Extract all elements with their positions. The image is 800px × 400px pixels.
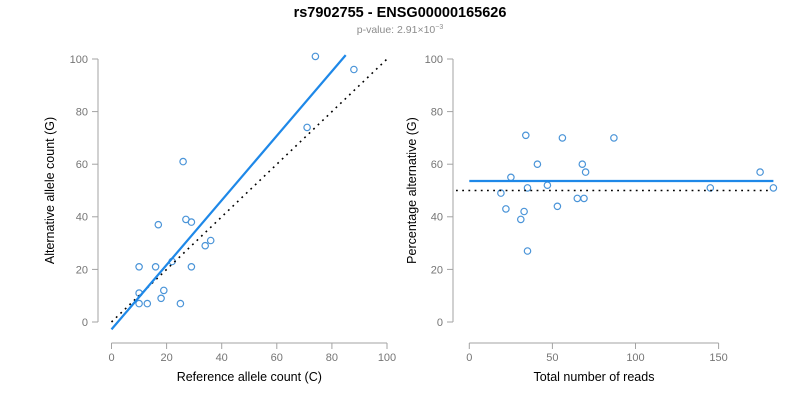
x-tick-label: 0 <box>108 352 114 364</box>
data-point <box>581 168 590 176</box>
data-point <box>502 205 510 213</box>
data-point <box>553 202 562 211</box>
data-point <box>516 215 525 224</box>
y-tick-label: 60 <box>76 159 88 171</box>
identity-line <box>110 57 389 323</box>
right-plot: 0 20 40 60 80 100 0 50 100 150 Total number of rea… <box>405 54 778 384</box>
data-point <box>523 247 532 255</box>
data-point <box>179 157 187 166</box>
data-point <box>303 123 311 132</box>
data-point <box>187 262 196 271</box>
y-tick-label: 40 <box>431 212 443 224</box>
data-point <box>135 262 143 271</box>
y-tick-label: 60 <box>431 159 443 171</box>
data-point <box>558 134 567 142</box>
x-tick-label: 100 <box>626 352 644 364</box>
data-point <box>176 299 185 308</box>
data-point <box>573 194 582 203</box>
data-point <box>769 184 778 192</box>
data-point <box>521 131 530 140</box>
data-point <box>533 160 542 169</box>
x-tick-label: 20 <box>160 352 172 364</box>
x-tick-label: 60 <box>271 352 283 364</box>
y-tick-label: 80 <box>431 106 443 118</box>
data-point <box>151 262 160 271</box>
data-point <box>206 236 215 245</box>
plot-subtitle: p-value: 2.91×10−3 <box>0 24 800 36</box>
x-tick-label: 80 <box>326 352 338 364</box>
x-tick-label: 0 <box>466 352 472 364</box>
data-point <box>160 286 168 295</box>
x-tick-label: 100 <box>378 352 396 364</box>
x-tick-label: 40 <box>216 352 228 364</box>
data-point <box>135 299 143 308</box>
data-point <box>523 184 532 192</box>
data-point <box>507 173 515 182</box>
x-axis-title: Reference allele count (C) <box>177 370 322 384</box>
y-tick-label: 100 <box>70 54 88 66</box>
data-point <box>610 134 618 142</box>
y-tick-label: 20 <box>76 264 88 276</box>
data-point <box>154 220 163 229</box>
plot-title: rs7902755 - ENSG00000165626 <box>293 5 507 21</box>
data-point <box>520 207 528 216</box>
data-point <box>756 168 764 176</box>
data-point <box>182 215 190 224</box>
y-axis-title: Alternative allele count (G) <box>43 117 57 264</box>
data-point <box>543 181 552 190</box>
pvalue-exponent: −3 <box>435 24 444 31</box>
data-point <box>201 241 210 250</box>
y-axis-title: Percentage alternative (G) <box>405 117 419 264</box>
data-point <box>143 299 152 308</box>
data-point <box>580 194 588 203</box>
x-tick-label: 50 <box>546 352 558 364</box>
regression-line <box>110 54 347 331</box>
y-tick-label: 40 <box>76 212 88 224</box>
left-plot: 0 20 40 60 80 100 0 20 40 60 80 100 Reference allele… <box>43 52 396 384</box>
data-point <box>311 52 320 61</box>
y-tick-label: 0 <box>82 317 88 329</box>
x-axis-title: Total number of reads <box>534 370 655 384</box>
data-point <box>350 65 358 74</box>
y-tick-label: 80 <box>76 106 88 118</box>
pvalue-text: p-value: 2.91×10 <box>356 24 436 36</box>
data-point <box>157 294 165 303</box>
data-point <box>578 160 587 169</box>
y-tick-label: 20 <box>431 264 443 276</box>
y-tick-label: 100 <box>425 54 443 66</box>
y-tick-label: 0 <box>437 317 443 329</box>
x-tick-label: 150 <box>709 352 727 364</box>
